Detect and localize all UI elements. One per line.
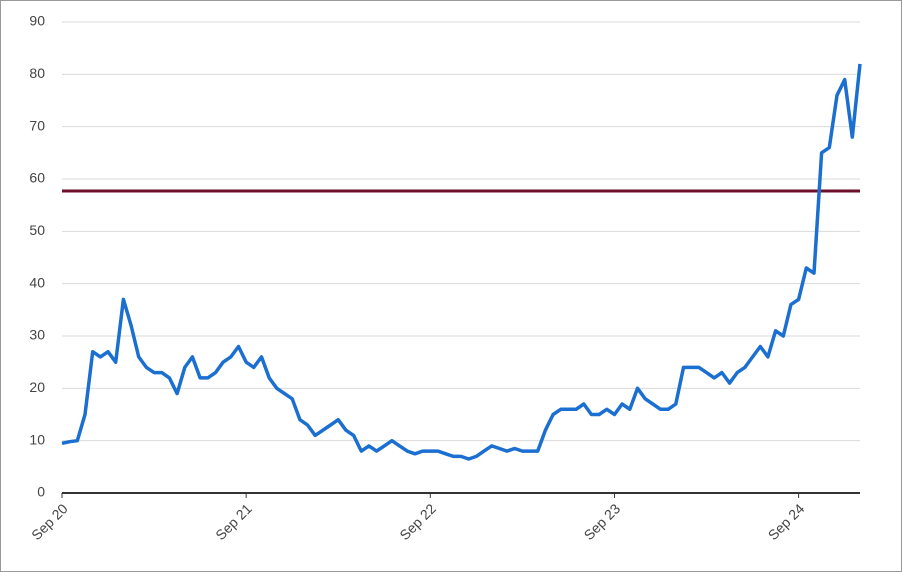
y-tick-label: 50 bbox=[29, 222, 45, 238]
y-tick-label: 70 bbox=[29, 117, 45, 133]
y-tick-label: 30 bbox=[29, 327, 45, 343]
y-tick-label: 80 bbox=[29, 65, 45, 81]
y-tick-label: 60 bbox=[29, 170, 45, 186]
line-series bbox=[61, 63, 862, 461]
y-tick-label: 10 bbox=[29, 431, 45, 447]
y-tick-label: 90 bbox=[29, 13, 45, 29]
y-tick-label: 40 bbox=[29, 274, 45, 290]
y-tick-label: 20 bbox=[29, 379, 45, 395]
y-tick-label: 0 bbox=[37, 484, 45, 500]
